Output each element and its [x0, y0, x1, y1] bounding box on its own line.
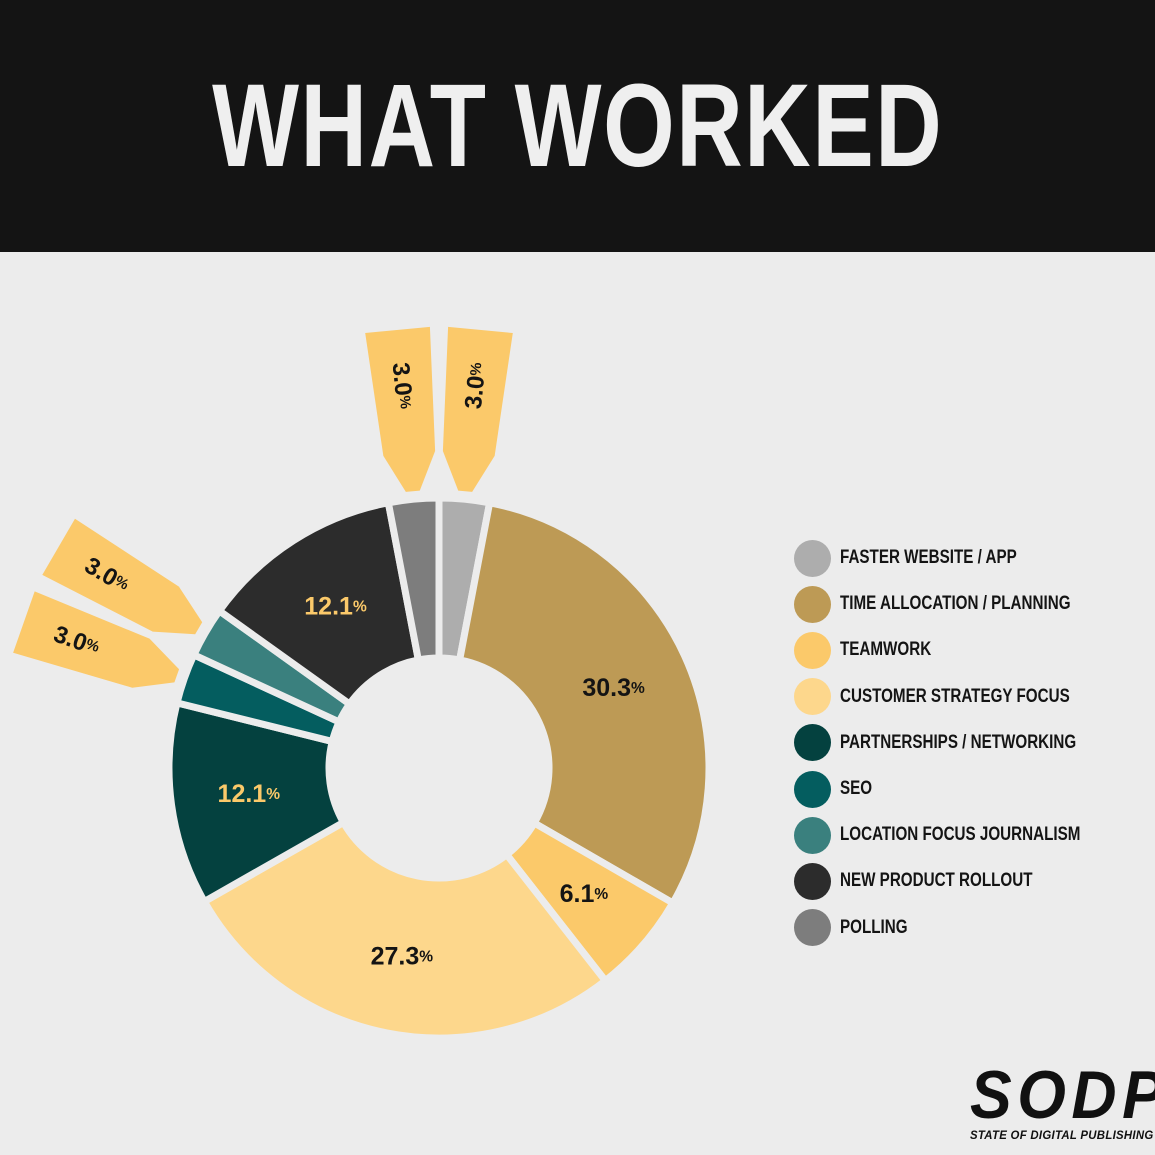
logo-subtitle: STATE OF DIGITAL PUBLISHING	[970, 1128, 1154, 1142]
legend-label: POLLING	[840, 916, 908, 938]
value-label-partnerships-networking: 12.1%	[218, 780, 281, 808]
logo-mark: SODP	[970, 1057, 1155, 1133]
slice-customer-strategy-focus	[199, 817, 611, 1042]
callout-label-faster-website-app: 3.0%	[460, 361, 491, 410]
value-label-customer-strategy-focus: 27.3%	[371, 942, 434, 970]
legend-swatch	[794, 585, 831, 623]
legend-swatch	[794, 770, 831, 808]
legend-swatch	[794, 909, 831, 947]
page-title: WHAT WORKED	[211, 60, 944, 192]
legend-label: CUSTOMER STRATEGY FOCUS	[840, 685, 1070, 707]
callout-seo	[13, 591, 180, 688]
legend-label: TIME ALLOCATION / PLANNING	[840, 593, 1071, 615]
legend-item-location-focus-journalism: LOCATION FOCUS JOURNALISM	[794, 812, 1140, 858]
slice-partnerships-networking	[165, 698, 349, 907]
callout-location-focus-journalism	[42, 518, 203, 635]
header-banner: WHAT WORKED	[0, 0, 1155, 252]
legend-label: SEO	[840, 778, 873, 800]
callout-faster-website-app	[442, 326, 513, 492]
legend-swatch	[794, 724, 831, 762]
legend-item-partnerships-networking: PARTNERSHIPS / NETWORKING	[794, 720, 1140, 766]
value-label-time-allocation-planning: 30.3%	[582, 674, 645, 702]
legend-label: TEAMWORK	[840, 639, 932, 661]
legend-item-polling: POLLING	[794, 905, 1140, 951]
sodp-logo: SODP STATE OF DIGITAL PUBLISHING	[970, 1057, 1155, 1142]
slice-time-allocation-planning	[455, 498, 713, 908]
value-label-teamwork: 6.1%	[560, 880, 609, 908]
callout-label-polling: 3.0%	[387, 361, 418, 410]
slice-new-product-rollout	[214, 498, 423, 709]
legend-item-teamwork: TEAMWORK	[794, 627, 1140, 673]
legend-swatch	[794, 631, 831, 669]
legend-item-customer-strategy-focus: CUSTOMER STRATEGY FOCUS	[794, 674, 1140, 720]
legend-item-seo: SEO	[794, 766, 1140, 812]
legend-label: PARTNERSHIPS / NETWORKING	[840, 731, 1077, 753]
slice-polling	[384, 494, 443, 665]
legend-label: LOCATION FOCUS JOURNALISM	[840, 824, 1081, 846]
legend-swatch	[794, 678, 831, 716]
value-label-new-product-rollout: 12.1%	[304, 592, 367, 620]
legend-item-faster-website-app: FASTER WEBSITE / APP	[794, 535, 1140, 581]
legend-swatch	[794, 862, 831, 900]
legend-label: NEW PRODUCT ROLLOUT	[840, 870, 1033, 892]
legend-item-new-product-rollout: NEW PRODUCT ROLLOUT	[794, 858, 1140, 904]
legend-swatch	[794, 539, 831, 577]
callout-polling	[365, 326, 436, 492]
legend-item-time-allocation-planning: TIME ALLOCATION / PLANNING	[794, 581, 1140, 627]
chart-legend: FASTER WEBSITE / APP TIME ALLOCATION / PL…	[794, 535, 1140, 951]
legend-label: FASTER WEBSITE / APP	[840, 547, 1017, 569]
legend-swatch	[794, 816, 831, 854]
